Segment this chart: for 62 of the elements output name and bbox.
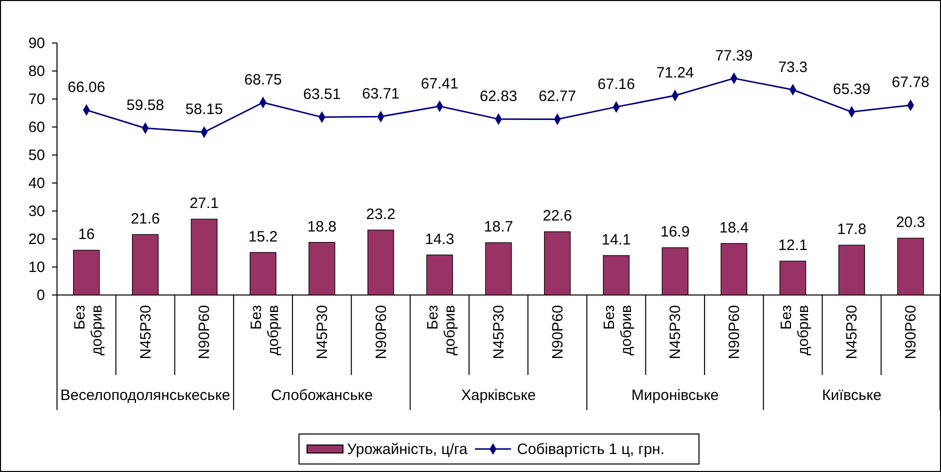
data-label: 18.7	[484, 218, 514, 236]
y-tick-label: 90	[28, 35, 45, 52]
x-tick-label: Без добрив	[424, 304, 459, 356]
data-label: 71.24	[656, 64, 694, 82]
y-tick-label: 60	[28, 119, 45, 136]
data-label: 21.6	[130, 210, 160, 228]
data-label: 59.58	[126, 97, 164, 114]
y-tick-label: 30	[28, 203, 45, 220]
data-label: 58.15	[185, 101, 223, 118]
text: Київське	[822, 387, 882, 404]
data-label: 62.83	[480, 88, 518, 106]
data-label: 27.1	[190, 195, 219, 212]
x-tick-label: Без добрив	[248, 304, 282, 356]
data-label: 73.3	[778, 58, 808, 76]
data-label: 14.1	[602, 232, 631, 249]
data-label: 65.39	[832, 80, 870, 98]
data-label: 66.06	[68, 79, 106, 96]
x-tick-label: Без добрив	[601, 304, 636, 356]
x-tick-label: N45P30	[137, 305, 154, 360]
y-tick-label: 10	[28, 259, 45, 276]
x-tick-label: Без добрив	[778, 304, 812, 356]
x-tick-label: N45P30	[667, 305, 684, 360]
data-label: 67.41	[420, 75, 458, 92]
y-tick-label: 80	[28, 63, 45, 80]
data-label: 67.16	[597, 76, 636, 93]
x-tick-label: N45P30	[314, 305, 331, 360]
y-tick-label: 20	[28, 231, 45, 248]
x-tick-label: N45P30	[844, 305, 861, 360]
data-label: 12.1	[778, 237, 808, 254]
data-label: 63.71	[362, 86, 400, 103]
data-label: 15.2	[248, 228, 278, 246]
x-tick-label: N90P60	[902, 305, 920, 360]
data-label: 18.4	[719, 219, 749, 236]
data-label: 22.6	[542, 208, 572, 225]
text: Веселоподолянськеське	[60, 387, 230, 404]
text: Харківське	[461, 387, 536, 404]
text: Миронівське	[631, 387, 719, 404]
x-tick-label: N90P60	[196, 305, 214, 360]
data-label: 14.3	[425, 230, 454, 248]
y-tick-label: 50	[28, 147, 45, 164]
y-tick-label: 40	[28, 175, 45, 192]
data-label: 63.51	[303, 86, 341, 104]
data-label: 62.77	[538, 88, 576, 106]
x-tick-label: Без добрив	[71, 304, 106, 356]
y-tick-label: 0	[36, 287, 45, 304]
text: Слобожанське	[270, 387, 373, 404]
data-label: 68.75	[244, 72, 282, 88]
data-label: 18.8	[307, 218, 336, 236]
x-tick-label: N90P60	[549, 305, 566, 360]
y-tick-label: 70	[28, 91, 45, 108]
data-label: 67.78	[892, 74, 930, 92]
data-label: 17.8	[837, 221, 866, 238]
legend-label: Урожайність, ц/га	[347, 441, 468, 458]
x-tick-label: N90P60	[726, 305, 743, 360]
data-label: 20.3	[896, 214, 926, 232]
data-label: 77.39	[715, 47, 753, 64]
data-label: 16	[78, 226, 95, 244]
data-label: 23.2	[366, 206, 396, 224]
data-label: 16.9	[660, 224, 690, 241]
x-tick-label: N90P60	[372, 305, 390, 360]
x-tick-label: N45P30	[490, 305, 508, 360]
legend-label: Собівартість 1 ц, грн.	[517, 441, 665, 458]
